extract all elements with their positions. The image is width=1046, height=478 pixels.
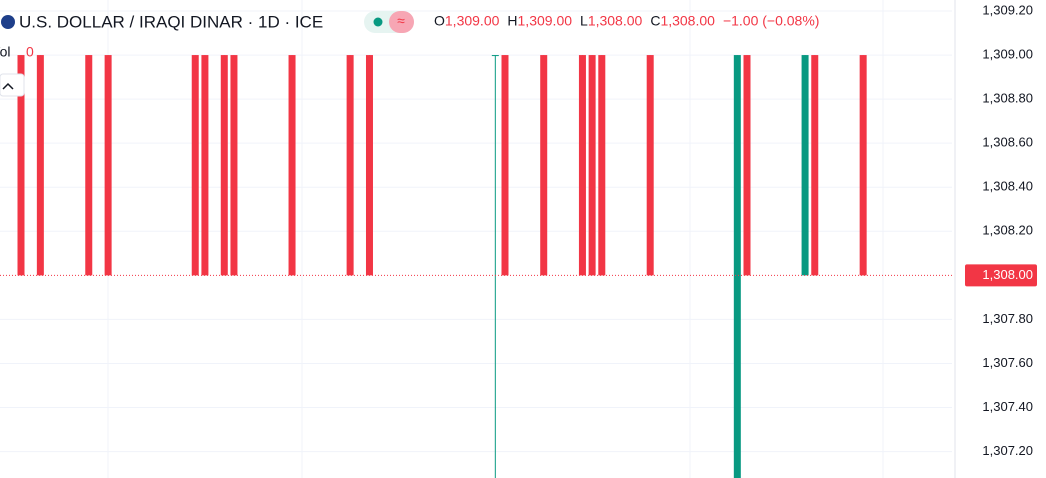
candle-body xyxy=(17,55,25,276)
candle-body xyxy=(598,55,606,276)
candle-body xyxy=(859,55,867,276)
y-tick-label: 1,307.80 xyxy=(982,311,1033,326)
candle-body xyxy=(85,55,93,276)
volume-value: 0 xyxy=(26,44,34,60)
candle-body xyxy=(646,55,654,276)
candle-body xyxy=(201,55,209,276)
candle-body xyxy=(801,55,809,276)
legend-key: H xyxy=(507,13,517,29)
candle-body xyxy=(191,55,199,276)
y-tick-label: 1,307.60 xyxy=(982,355,1033,370)
delay-badge xyxy=(389,11,414,33)
y-tick-label: 1,308.60 xyxy=(982,135,1033,150)
y-tick-label: 1,308.80 xyxy=(982,91,1033,106)
legend-key: O xyxy=(434,13,445,29)
legend-value: 1,308.00 xyxy=(588,13,643,29)
candle-body xyxy=(365,55,373,276)
legend-value: 1,309.00 xyxy=(518,13,573,29)
candle-body xyxy=(104,55,112,276)
candle-body xyxy=(346,55,354,276)
collapse-button[interactable] xyxy=(0,73,25,97)
candle-body xyxy=(491,55,499,57)
symbol-flag xyxy=(1,15,15,29)
candle-body xyxy=(811,55,819,276)
candle-body xyxy=(578,55,586,276)
legend-key: C xyxy=(650,13,660,29)
legend-value: 1,309.00 xyxy=(445,13,500,29)
candle-body xyxy=(733,55,741,478)
y-tick-label: 1,307.20 xyxy=(982,443,1033,458)
y-tick-label: 1,307.40 xyxy=(982,399,1033,414)
y-tick-label: 1,309.00 xyxy=(982,47,1033,62)
legend-key: L xyxy=(580,13,588,29)
market-open-dot xyxy=(373,17,383,27)
symbol-title[interactable]: U.S. DOLLAR / IRAQI DINAR · 1D · ICE xyxy=(19,12,323,31)
candle-body xyxy=(36,55,44,276)
y-tick-label: 1,309.20 xyxy=(982,2,1033,17)
candle-body xyxy=(743,55,751,276)
candle-body xyxy=(220,55,228,276)
legend-value: 1,308.00 xyxy=(660,13,715,29)
last-price-box xyxy=(965,264,1037,287)
delay-icon: ≈ xyxy=(397,13,405,29)
candle-body xyxy=(230,55,238,276)
y-tick-label: 1,308.40 xyxy=(982,179,1033,194)
candle-body xyxy=(588,55,596,276)
last-price-label: 1,308.00 xyxy=(982,267,1033,282)
y-tick-label: 1,308.20 xyxy=(982,223,1033,238)
candle-body xyxy=(501,55,509,276)
legend-change: −1.00 (−0.08%) xyxy=(723,13,820,29)
volume-label: Vol xyxy=(0,44,10,60)
candle-body xyxy=(540,55,548,276)
candle-body xyxy=(288,55,296,276)
collapse-icon xyxy=(2,82,14,90)
